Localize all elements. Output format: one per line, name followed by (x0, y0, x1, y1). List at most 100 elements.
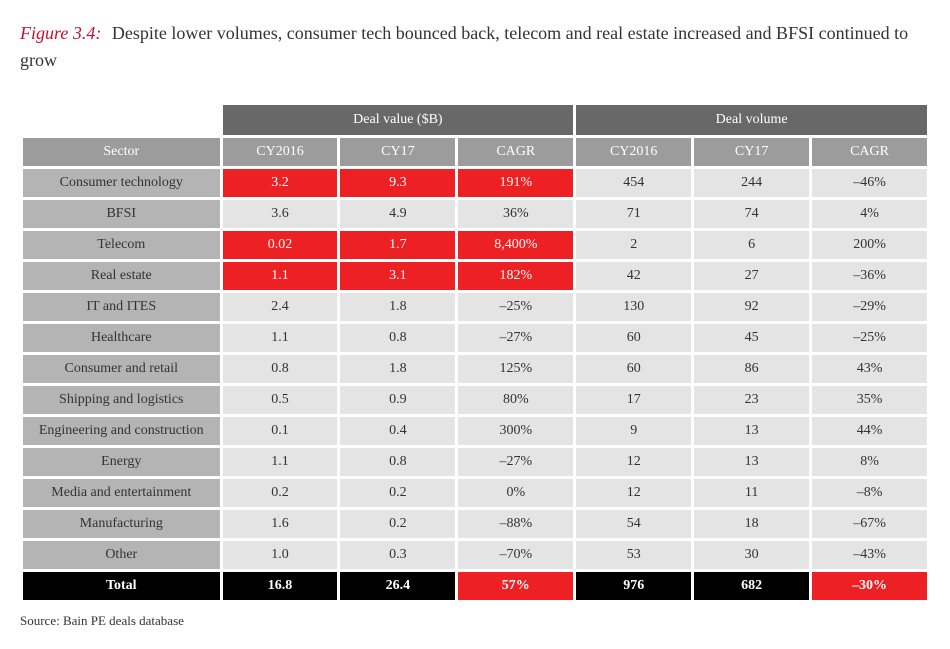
sector-cell: Consumer and retail (22, 354, 222, 385)
data-cell: 1.0 (221, 540, 339, 571)
table-row: Shipping and logistics0.50.980%172335% (22, 385, 929, 416)
data-cell: –27% (457, 447, 575, 478)
data-cell: 1.7 (339, 230, 457, 261)
sub-header: CY2016 (575, 137, 693, 168)
table-row: BFSI3.64.936%71744% (22, 199, 929, 230)
data-cell: 0.8 (339, 323, 457, 354)
figure-title-text: Despite lower volumes, consumer tech bou… (20, 23, 908, 70)
table-row: Consumer technology3.29.3191%454244–46% (22, 168, 929, 199)
data-cell: 17 (575, 385, 693, 416)
data-cell: 13 (693, 447, 811, 478)
data-cell: 45 (693, 323, 811, 354)
sector-cell: Engineering and construction (22, 416, 222, 447)
data-cell: 0.2 (339, 478, 457, 509)
data-cell: –29% (811, 292, 929, 323)
data-cell: –46% (811, 168, 929, 199)
data-cell: 44% (811, 416, 929, 447)
data-cell: 4% (811, 199, 929, 230)
data-cell: 244 (693, 168, 811, 199)
sub-header: CAGR (811, 137, 929, 168)
data-cell: 0.02 (221, 230, 339, 261)
sub-header: CY2016 (221, 137, 339, 168)
data-cell: 12 (575, 478, 693, 509)
sub-header: CAGR (457, 137, 575, 168)
sector-cell: Energy (22, 447, 222, 478)
total-cell: 26.4 (339, 571, 457, 602)
data-cell: 43% (811, 354, 929, 385)
data-cell: 23 (693, 385, 811, 416)
data-cell: 1.8 (339, 292, 457, 323)
data-cell: 35% (811, 385, 929, 416)
table-row: Engineering and construction0.10.4300%91… (22, 416, 929, 447)
data-cell: 27 (693, 261, 811, 292)
table-row: Real estate1.13.1182%4227–36% (22, 261, 929, 292)
data-cell: 1.8 (339, 354, 457, 385)
data-cell: 42 (575, 261, 693, 292)
data-cell: –8% (811, 478, 929, 509)
sector-cell: Shipping and logistics (22, 385, 222, 416)
data-cell: 0% (457, 478, 575, 509)
sector-cell: IT and ITES (22, 292, 222, 323)
data-cell: 2.4 (221, 292, 339, 323)
data-cell: 191% (457, 168, 575, 199)
data-cell: –25% (457, 292, 575, 323)
total-label: Total (22, 571, 222, 602)
data-cell: 74 (693, 199, 811, 230)
data-cell: 3.6 (221, 199, 339, 230)
data-cell: 1.1 (221, 323, 339, 354)
sub-header: CY17 (339, 137, 457, 168)
data-cell: 12 (575, 447, 693, 478)
sector-header: Sector (22, 137, 222, 168)
data-cell: 200% (811, 230, 929, 261)
sector-cell: Healthcare (22, 323, 222, 354)
data-cell: 130 (575, 292, 693, 323)
data-cell: 0.4 (339, 416, 457, 447)
data-cell: 0.8 (221, 354, 339, 385)
sector-cell: BFSI (22, 199, 222, 230)
total-cell: 682 (693, 571, 811, 602)
data-cell: 454 (575, 168, 693, 199)
data-cell: 0.3 (339, 540, 457, 571)
data-cell: –25% (811, 323, 929, 354)
table-row: Other1.00.3–70%5330–43% (22, 540, 929, 571)
sector-cell: Telecom (22, 230, 222, 261)
group-header-value: Deal value ($B) (221, 104, 575, 137)
total-cell: 57% (457, 571, 575, 602)
total-cell: 16.8 (221, 571, 339, 602)
data-cell: 8,400% (457, 230, 575, 261)
sector-cell: Real estate (22, 261, 222, 292)
data-cell: 80% (457, 385, 575, 416)
table-row: Energy1.10.8–27%12138% (22, 447, 929, 478)
data-cell: –27% (457, 323, 575, 354)
sector-cell: Manufacturing (22, 509, 222, 540)
deal-table: Deal value ($B) Deal volume Sector CY201… (20, 102, 930, 603)
data-cell: –36% (811, 261, 929, 292)
source-note: Source: Bain PE deals database (20, 613, 930, 629)
table-row: Manufacturing1.60.2–88%5418–67% (22, 509, 929, 540)
data-cell: 18 (693, 509, 811, 540)
data-cell: 11 (693, 478, 811, 509)
data-cell: 9 (575, 416, 693, 447)
data-cell: 30 (693, 540, 811, 571)
data-cell: –67% (811, 509, 929, 540)
data-cell: 0.1 (221, 416, 339, 447)
figure-title: Figure 3.4: Despite lower volumes, consu… (20, 20, 930, 74)
data-cell: 1.1 (221, 261, 339, 292)
data-cell: 0.5 (221, 385, 339, 416)
sector-cell: Consumer technology (22, 168, 222, 199)
data-cell: 6 (693, 230, 811, 261)
data-cell: 0.2 (339, 509, 457, 540)
data-cell: 92 (693, 292, 811, 323)
data-cell: 8% (811, 447, 929, 478)
data-cell: 1.1 (221, 447, 339, 478)
total-row: Total16.826.457%976682–30% (22, 571, 929, 602)
group-header-volume: Deal volume (575, 104, 929, 137)
table-row: Consumer and retail0.81.8125%608643% (22, 354, 929, 385)
data-cell: –70% (457, 540, 575, 571)
table-row: Telecom0.021.78,400%26200% (22, 230, 929, 261)
corner-blank (22, 104, 222, 137)
data-cell: 182% (457, 261, 575, 292)
data-cell: 2 (575, 230, 693, 261)
table-row: Media and entertainment0.20.20%1211–8% (22, 478, 929, 509)
data-cell: –43% (811, 540, 929, 571)
